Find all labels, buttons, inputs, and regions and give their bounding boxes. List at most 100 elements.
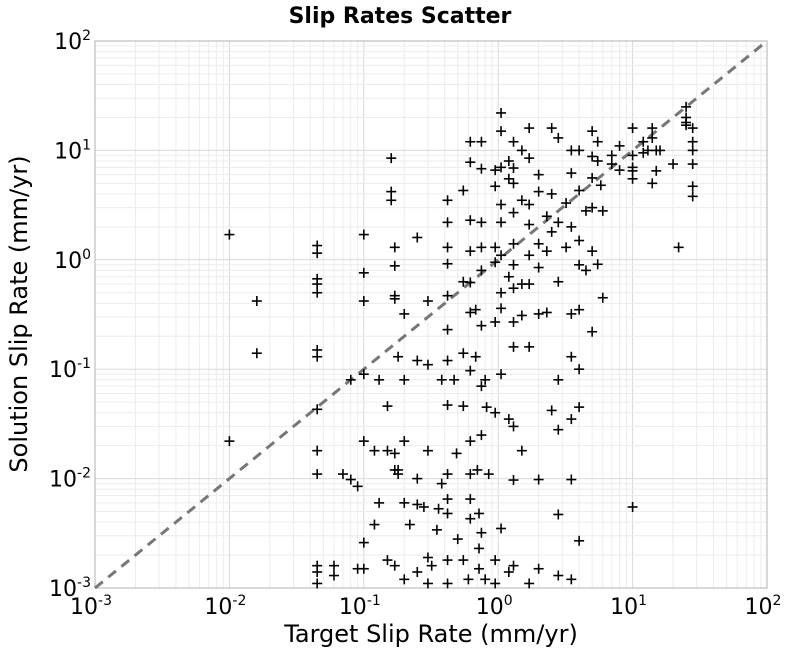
data-point bbox=[393, 464, 404, 475]
data-point bbox=[465, 513, 476, 524]
y-tick-label: 102 bbox=[54, 28, 91, 55]
data-point bbox=[687, 145, 698, 156]
data-point bbox=[490, 165, 501, 176]
data-point bbox=[404, 519, 415, 530]
data-point bbox=[566, 221, 577, 232]
data-point bbox=[496, 126, 507, 137]
data-point bbox=[574, 145, 585, 156]
data-point bbox=[399, 374, 410, 385]
data-point bbox=[642, 145, 653, 156]
data-point bbox=[524, 250, 535, 261]
data-point bbox=[533, 262, 544, 273]
data-point bbox=[681, 101, 692, 112]
data-point bbox=[476, 430, 487, 441]
data-point bbox=[458, 401, 469, 412]
data-point bbox=[382, 401, 393, 412]
data-point bbox=[508, 259, 519, 270]
data-point bbox=[496, 369, 507, 380]
data-point bbox=[465, 494, 476, 505]
data-point bbox=[503, 271, 514, 282]
data-point bbox=[389, 448, 400, 459]
data-point bbox=[614, 140, 625, 151]
data-point bbox=[553, 570, 564, 581]
data-point bbox=[358, 436, 369, 447]
data-point bbox=[490, 578, 501, 589]
data-point bbox=[490, 555, 501, 566]
data-point bbox=[476, 163, 487, 174]
data-point bbox=[389, 242, 400, 253]
data-point bbox=[524, 219, 535, 230]
data-point bbox=[442, 555, 453, 566]
data-point bbox=[470, 304, 481, 315]
data-point bbox=[490, 181, 501, 192]
data-point bbox=[465, 277, 476, 288]
data-point bbox=[431, 524, 442, 535]
data-point bbox=[647, 123, 658, 134]
data-point bbox=[533, 186, 544, 197]
data-point bbox=[452, 534, 463, 545]
data-point bbox=[369, 445, 380, 456]
data-point bbox=[553, 374, 564, 385]
data-point bbox=[490, 257, 501, 268]
data-point bbox=[496, 162, 507, 173]
data-point bbox=[442, 494, 453, 505]
data-point bbox=[224, 229, 235, 240]
data-point bbox=[458, 348, 469, 359]
data-point bbox=[687, 159, 698, 170]
data-point bbox=[422, 578, 433, 589]
data-point bbox=[312, 248, 323, 259]
data-point bbox=[465, 469, 476, 480]
data-point bbox=[566, 308, 577, 319]
data-point bbox=[474, 543, 485, 554]
data-point bbox=[442, 258, 453, 269]
data-point bbox=[476, 381, 487, 392]
data-point bbox=[442, 242, 453, 253]
data-point bbox=[587, 326, 598, 337]
data-point bbox=[422, 359, 433, 370]
data-point bbox=[638, 147, 649, 158]
data-point bbox=[451, 448, 462, 459]
data-point bbox=[546, 188, 557, 199]
data-point bbox=[328, 570, 339, 581]
data-point bbox=[490, 407, 501, 418]
data-point bbox=[508, 238, 519, 249]
x-tick-label: 10-3 bbox=[70, 593, 112, 620]
data-point bbox=[422, 445, 433, 456]
data-point bbox=[483, 469, 494, 480]
data-point bbox=[681, 117, 692, 128]
y-tick-label: 100 bbox=[54, 247, 91, 274]
y-axis-label: Solution Slip Rate (mm/yr) bbox=[5, 155, 33, 472]
data-point bbox=[508, 178, 519, 189]
data-point bbox=[433, 503, 444, 514]
data-point bbox=[574, 235, 585, 246]
data-point bbox=[476, 242, 487, 253]
data-point bbox=[580, 205, 591, 216]
data-point bbox=[422, 552, 433, 563]
x-tick-label: 10-2 bbox=[204, 593, 246, 620]
data-point bbox=[352, 481, 363, 492]
data-point bbox=[474, 508, 485, 519]
data-point bbox=[442, 508, 453, 519]
data-point bbox=[399, 308, 410, 319]
data-point bbox=[587, 151, 598, 162]
data-point bbox=[465, 365, 476, 376]
data-point bbox=[587, 202, 598, 213]
data-point bbox=[687, 136, 698, 147]
data-point bbox=[463, 574, 474, 585]
data-point bbox=[442, 290, 453, 301]
data-point bbox=[490, 242, 501, 253]
data-point bbox=[436, 478, 447, 489]
data-point bbox=[312, 404, 323, 415]
data-point bbox=[480, 574, 491, 585]
data-point bbox=[503, 414, 514, 425]
data-point bbox=[382, 445, 393, 456]
data-point bbox=[480, 374, 491, 385]
data-point bbox=[474, 563, 485, 574]
data-point bbox=[312, 287, 323, 298]
data-point bbox=[574, 259, 585, 270]
data-point bbox=[508, 283, 519, 294]
plot-area-border bbox=[94, 40, 768, 589]
data-point bbox=[476, 320, 487, 331]
data-point bbox=[382, 555, 393, 566]
